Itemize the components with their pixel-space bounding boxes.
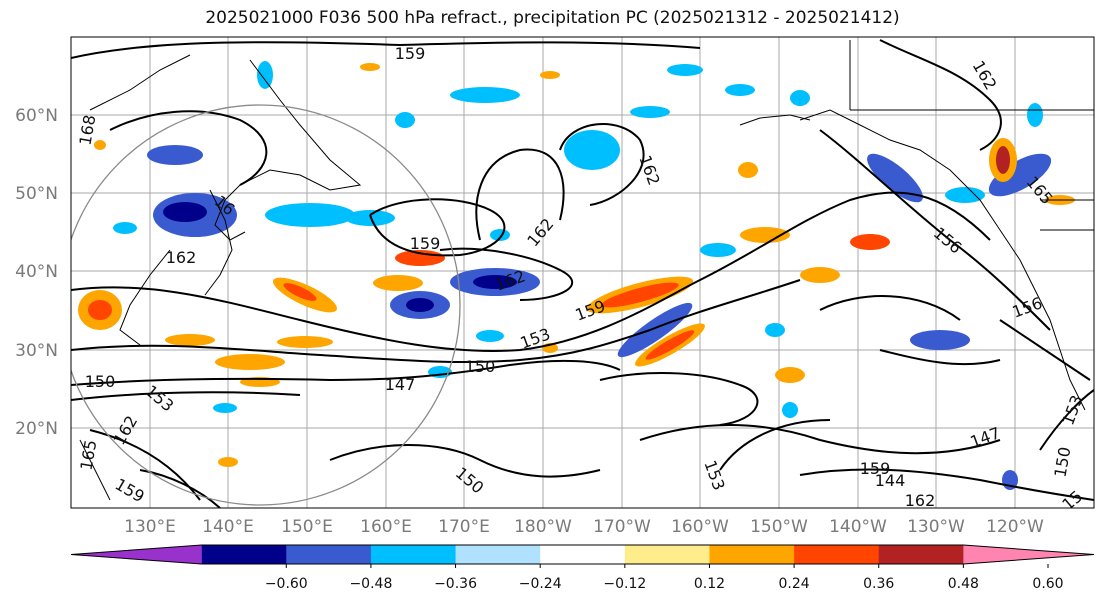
colorbar-tick-label: −0.36 <box>434 576 477 592</box>
colorbar-tick-label: −0.12 <box>603 576 646 592</box>
latitude-labels: 60°N 50°N 40°N 30°N 20°N <box>15 106 58 439</box>
contour-label: 150 <box>465 357 496 376</box>
colorbar-tick-label: 0.12 <box>694 576 725 592</box>
lon-label: 150°W <box>750 517 808 537</box>
coastlines <box>79 40 1094 501</box>
colorbar-segment <box>540 545 626 564</box>
range-circle <box>71 104 461 506</box>
colorbar-extension-low <box>71 545 202 564</box>
lon-label: 130°E <box>124 517 176 537</box>
colorbar-segment <box>794 545 880 564</box>
contour-label: 147 <box>385 375 416 394</box>
plot-frame <box>70 36 1095 509</box>
colorbar-segment <box>201 545 287 564</box>
colorbar-tick-label: 0.48 <box>948 576 979 592</box>
colorbar-tick-label: 0.60 <box>1032 576 1063 592</box>
contour-label: 162 <box>905 491 936 510</box>
precipitation-shading <box>78 61 1075 490</box>
colorbar-tick-label: −0.60 <box>265 576 308 592</box>
longitude-labels: 130°E 140°E 150°E 160°E 170°E 180°W 170°W 160°W… <box>124 517 1044 537</box>
colorbar-tick-label: −0.24 <box>519 576 562 592</box>
colorbar-segment <box>286 545 372 564</box>
contour-lines <box>71 39 1094 508</box>
lon-label: 160°E <box>360 517 412 537</box>
colorbar-segment <box>370 545 457 564</box>
lon-label: 170°E <box>438 517 490 537</box>
lat-label: 60°N <box>15 106 58 126</box>
lat-label: 40°N <box>15 262 58 282</box>
colorbar-outline <box>70 544 1095 565</box>
colorbar-tick-label: −0.48 <box>349 576 392 592</box>
colorbar-segment <box>624 545 710 564</box>
lat-lon-grid <box>71 37 1094 508</box>
lon-label: 180°W <box>514 517 572 537</box>
lon-label: 150°E <box>281 517 333 537</box>
contour-label: 159 <box>410 234 441 253</box>
lon-label: 170°W <box>593 517 651 537</box>
colorbar-extension-high <box>963 545 1094 564</box>
lat-label: 50°N <box>15 184 58 204</box>
lon-label: 140°E <box>202 517 254 537</box>
lon-label: 160°W <box>671 517 729 537</box>
lon-label: 130°W <box>907 517 965 537</box>
map-title: 2025021000 F036 500 hPa refract., precip… <box>205 8 900 28</box>
colorbar-segment <box>878 545 964 564</box>
colorbar-tick-labels: −0.60 −0.48 −0.36 −0.24 −0.12 0.12 0.24 0.36 0.4… <box>265 564 1064 592</box>
lon-label: 140°W <box>829 517 887 537</box>
lon-label: 120°W <box>986 517 1044 537</box>
colorbar-segment <box>455 545 541 564</box>
colorbar-tick-label: 0.36 <box>863 576 894 592</box>
contour-label: 162 <box>166 248 197 267</box>
colorbar-tick-label: 0.24 <box>779 576 810 592</box>
contour-label: 144 <box>875 471 906 490</box>
colorbar-segment <box>709 545 795 564</box>
lat-label: 20°N <box>15 419 58 439</box>
contour-label: 159 <box>395 44 426 63</box>
contour-label: 159 <box>860 459 891 478</box>
contour-label: 150 <box>85 372 116 391</box>
colorbar <box>70 544 1095 565</box>
lat-label: 30°N <box>15 341 58 361</box>
